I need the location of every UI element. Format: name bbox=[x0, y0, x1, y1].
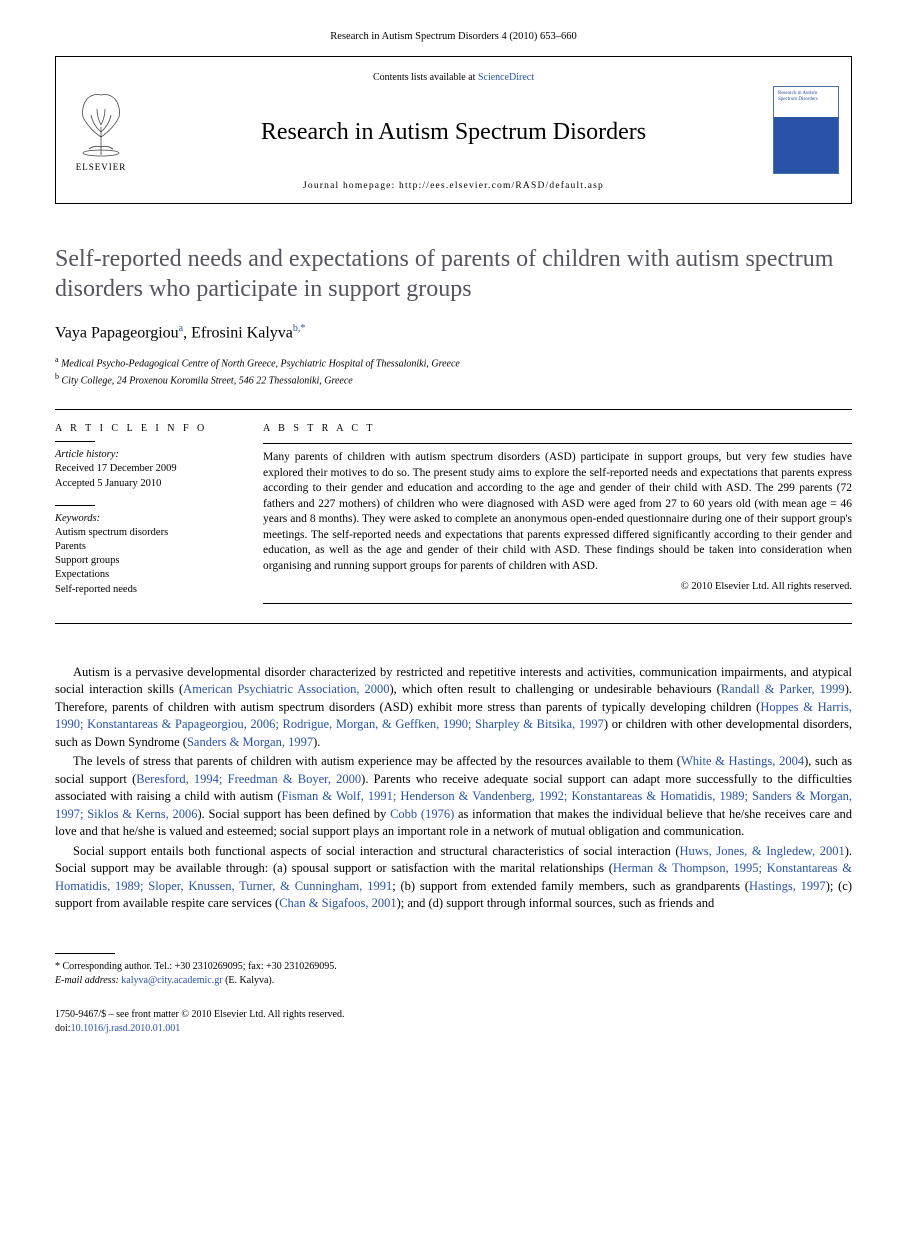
article-history: Article history: Received 17 December 20… bbox=[55, 448, 227, 491]
keyword: Self-reported needs bbox=[55, 584, 137, 595]
corresponding-author-note: * Corresponding author. Tel.: +30 231026… bbox=[55, 960, 852, 988]
corr-email-link[interactable]: kalyva@city.academic.gr bbox=[121, 975, 222, 986]
accepted-date: Accepted 5 January 2010 bbox=[55, 478, 161, 489]
received-date: Received 17 December 2009 bbox=[55, 463, 177, 474]
citation-link[interactable]: Randall & Parker, 1999 bbox=[721, 682, 845, 696]
meta-abstract-block: A R T I C L E I N F O Article history: R… bbox=[55, 409, 852, 624]
journal-header-box: ELSEVIER Contents lists available at Sci… bbox=[55, 56, 852, 204]
keywords-label: Keywords: bbox=[55, 513, 100, 524]
doi-link[interactable]: 10.1016/j.rasd.2010.01.001 bbox=[71, 1023, 181, 1034]
keyword: Autism spectrum disorders bbox=[55, 527, 168, 538]
citation-link[interactable]: Sanders & Morgan, 1997 bbox=[187, 735, 313, 749]
keyword: Support groups bbox=[55, 555, 119, 566]
header-citation: Research in Autism Spectrum Disorders 4 … bbox=[55, 30, 852, 44]
corr-email-who: (E. Kalyva). bbox=[225, 975, 274, 986]
keyword: Parents bbox=[55, 541, 86, 552]
article-info-column: A R T I C L E I N F O Article history: R… bbox=[55, 410, 245, 623]
citation-link[interactable]: Herman & Thompson, 1995; Konstantareas &… bbox=[55, 861, 852, 893]
issn-copyright: 1750-9467/$ – see front matter © 2010 El… bbox=[55, 1008, 852, 1022]
abstract-heading: A B S T R A C T bbox=[263, 422, 852, 436]
corresponding-mark: * bbox=[300, 323, 305, 334]
author-affil-mark: a bbox=[179, 323, 183, 334]
article-info-heading: A R T I C L E I N F O bbox=[55, 422, 227, 436]
affil-text: Medical Psycho-Pedagogical Centre of Nor… bbox=[61, 358, 460, 369]
cover-thumb-title: Research in Autism Spectrum Disorders bbox=[778, 91, 834, 102]
article-title: Self-reported needs and expectations of … bbox=[55, 244, 852, 304]
keyword: Expectations bbox=[55, 569, 109, 580]
citation-link[interactable]: Hastings, 1997 bbox=[749, 879, 826, 893]
article-body: Autism is a pervasive developmental diso… bbox=[55, 664, 852, 913]
affil-text: City College, 24 Proxenou Koromila Stree… bbox=[62, 376, 353, 387]
publisher-name: ELSEVIER bbox=[76, 161, 127, 173]
sciencedirect-link[interactable]: ScienceDirect bbox=[478, 72, 534, 83]
publisher-logo: ELSEVIER bbox=[56, 57, 146, 203]
abstract-copyright: © 2010 Elsevier Ltd. All rights reserved… bbox=[263, 580, 852, 594]
email-label: E-mail address: bbox=[55, 975, 119, 986]
elsevier-tree-icon bbox=[71, 87, 131, 157]
affil-mark: a bbox=[55, 355, 59, 364]
abstract-text: Many parents of children with autism spe… bbox=[263, 450, 852, 574]
paragraph: The levels of stress that parents of chi… bbox=[55, 753, 852, 841]
divider bbox=[55, 505, 95, 506]
affiliation: b City College, 24 Proxenou Koromila Str… bbox=[55, 371, 852, 388]
divider bbox=[263, 603, 852, 604]
paragraph: Social support entails both functional a… bbox=[55, 843, 852, 913]
citation-link[interactable]: Huws, Jones, & Ingledew, 2001 bbox=[680, 844, 845, 858]
paragraph: Autism is a pervasive developmental diso… bbox=[55, 664, 852, 752]
contents-available-line: Contents lists available at ScienceDirec… bbox=[373, 71, 534, 85]
affil-mark: b bbox=[55, 372, 59, 381]
doi-prefix: doi: bbox=[55, 1023, 71, 1034]
corr-contact: * Corresponding author. Tel.: +30 231026… bbox=[55, 960, 852, 974]
author-name: Vaya Papageorgiou bbox=[55, 325, 179, 342]
citation-link[interactable]: Hoppes & Harris, 1990; Konstantareas & P… bbox=[55, 700, 852, 732]
footnote-separator bbox=[55, 953, 115, 954]
journal-cover-thumb: Research in Autism Spectrum Disorders bbox=[761, 57, 851, 203]
citation-link[interactable]: Beresford, 1994; Freedman & Boyer, 2000 bbox=[136, 772, 361, 786]
citation-link[interactable]: Cobb (1976) bbox=[390, 807, 454, 821]
citation-link[interactable]: Chan & Sigafoos, 2001 bbox=[279, 896, 396, 910]
citation-link[interactable]: Fisman & Wolf, 1991; Henderson & Vandenb… bbox=[55, 789, 852, 821]
divider bbox=[263, 443, 852, 444]
citation-link[interactable]: White & Hastings, 2004 bbox=[681, 754, 804, 768]
abstract-column: A B S T R A C T Many parents of children… bbox=[245, 410, 852, 623]
contents-prefix: Contents lists available at bbox=[373, 72, 478, 83]
author-name: Efrosini Kalyva bbox=[191, 325, 293, 342]
journal-homepage: Journal homepage: http://ees.elsevier.co… bbox=[303, 180, 604, 193]
history-label: Article history: bbox=[55, 449, 119, 460]
affiliations: a Medical Psycho-Pedagogical Centre of N… bbox=[55, 354, 852, 389]
affiliation: a Medical Psycho-Pedagogical Centre of N… bbox=[55, 354, 852, 371]
divider bbox=[55, 441, 95, 442]
keywords-block: Keywords: Autism spectrum disorders Pare… bbox=[55, 512, 227, 597]
journal-name: Research in Autism Spectrum Disorders bbox=[261, 116, 646, 148]
footer-meta: 1750-9467/$ – see front matter © 2010 El… bbox=[55, 1008, 852, 1036]
citation-link[interactable]: American Psychiatric Association, 2000 bbox=[183, 682, 389, 696]
author-list: Vaya Papageorgioua, Efrosini Kalyvab,* bbox=[55, 322, 852, 344]
